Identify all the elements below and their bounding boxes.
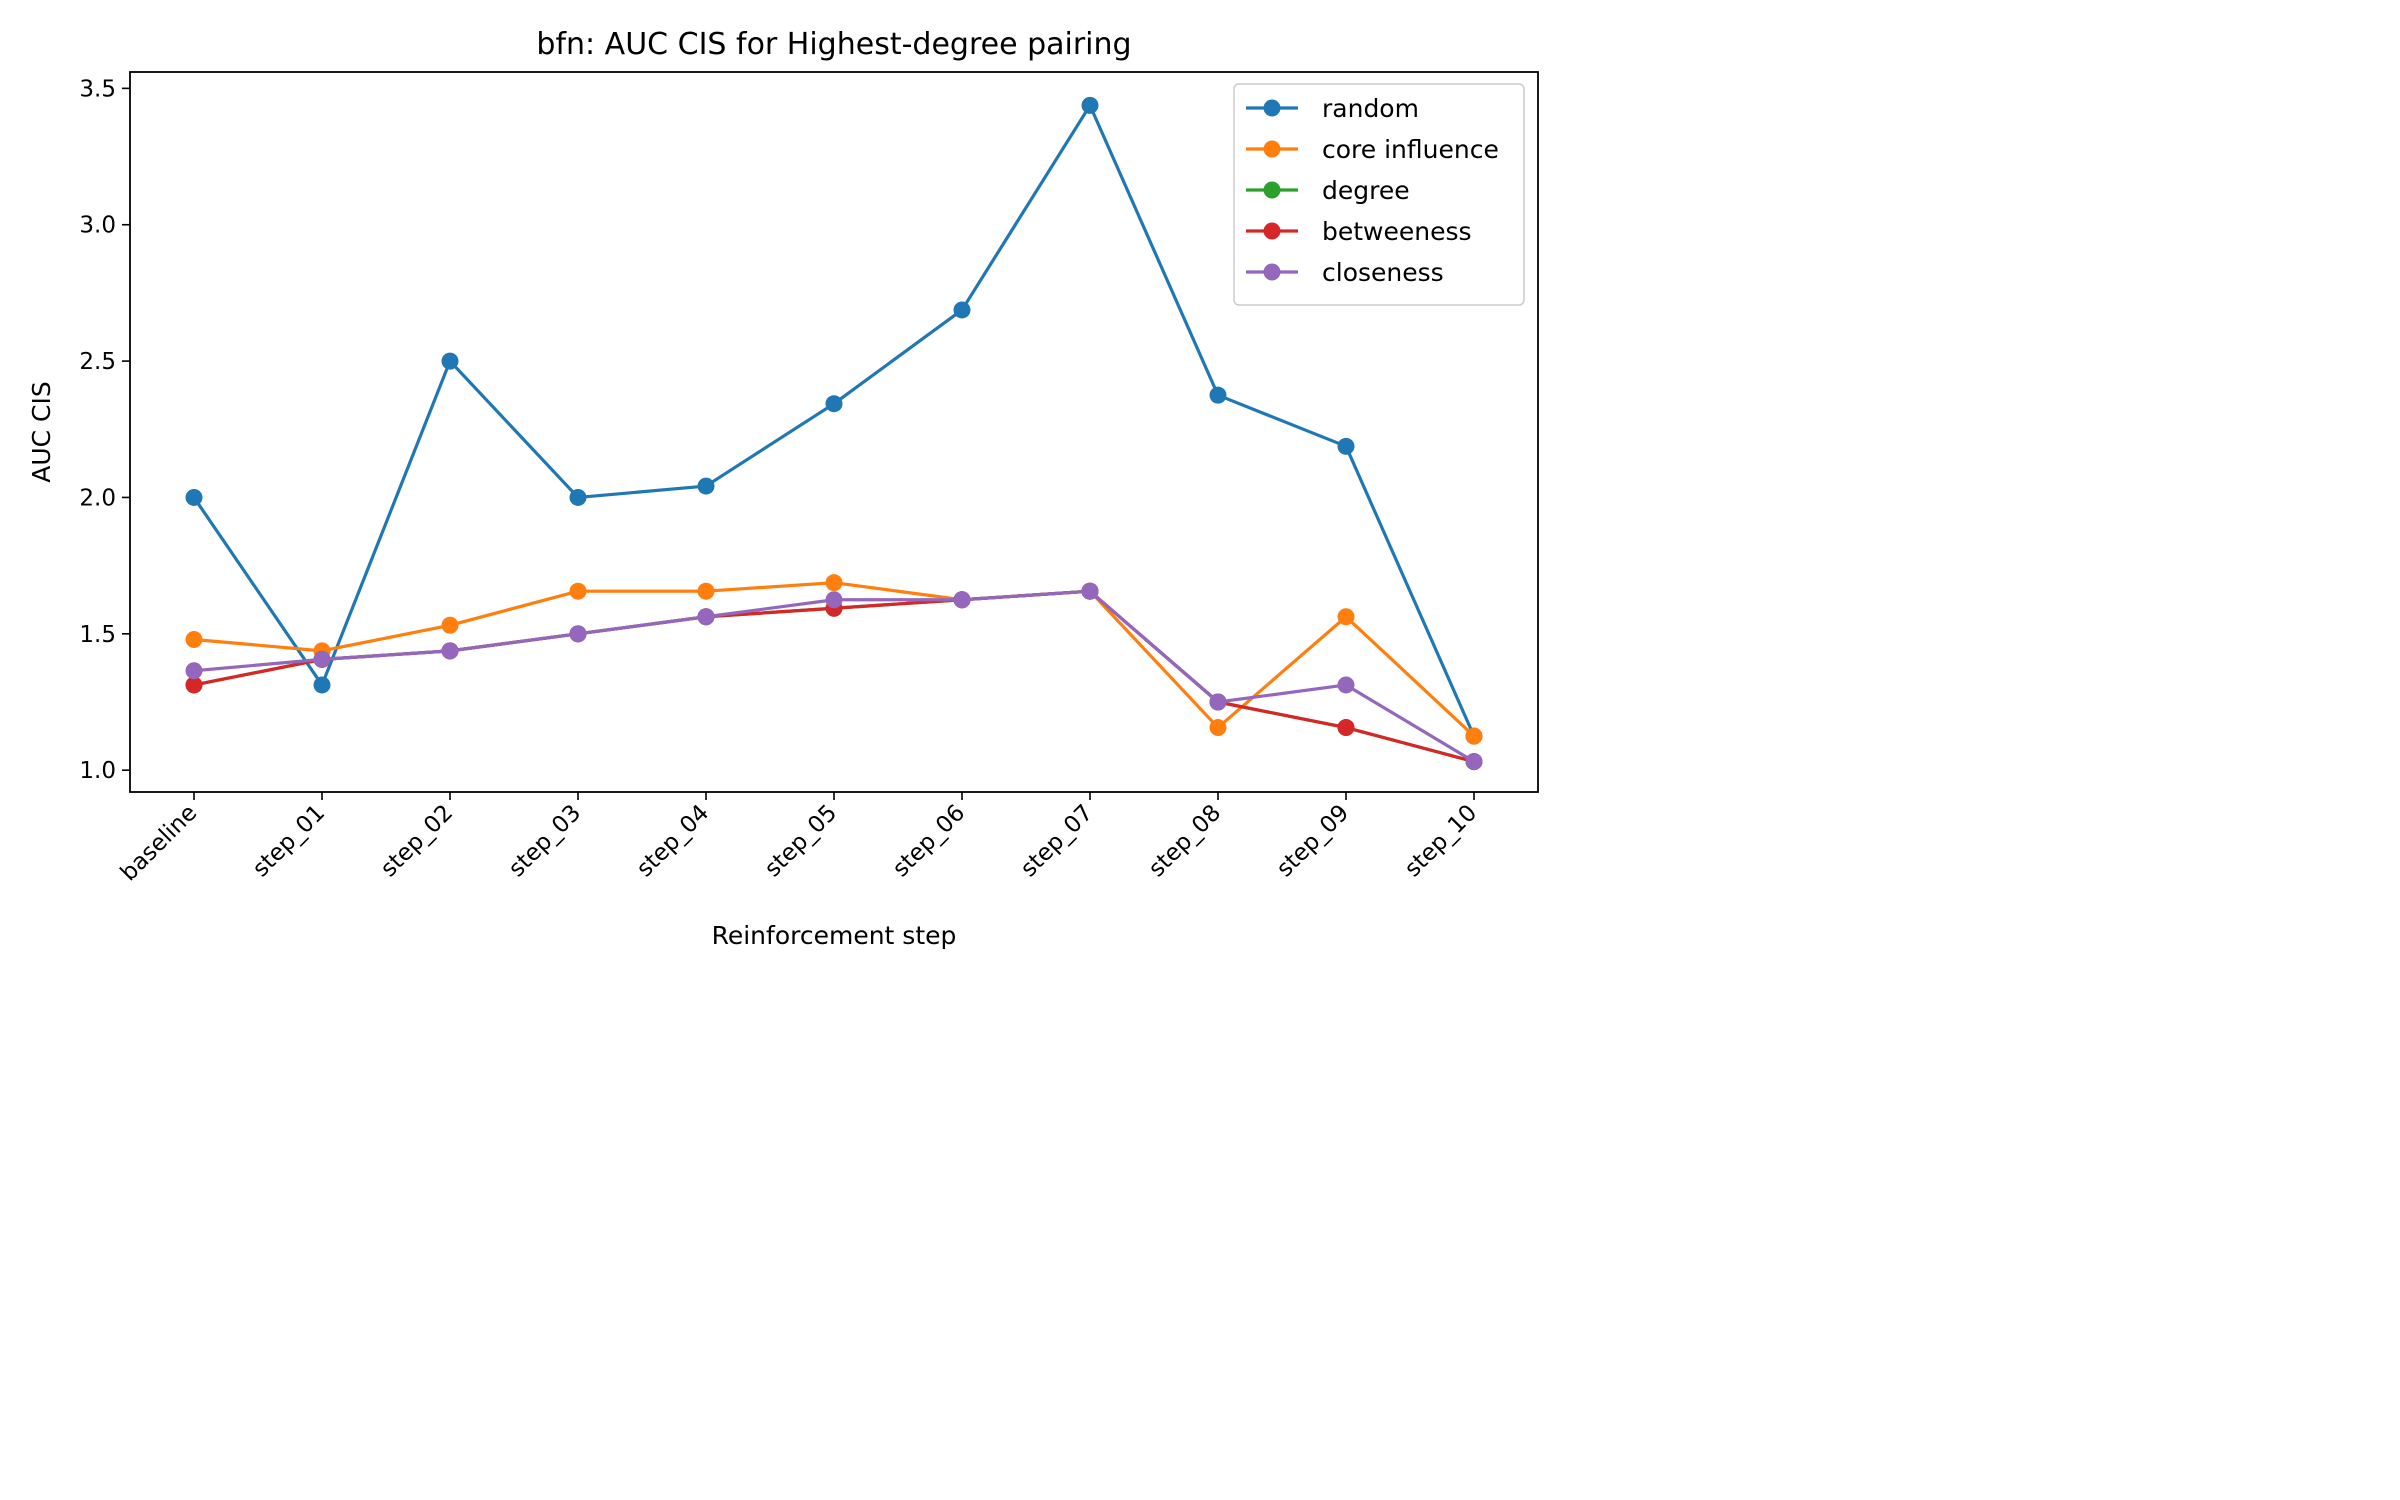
data-point xyxy=(441,616,459,634)
data-point xyxy=(697,477,715,495)
chart-root: bfn: AUC CIS for Highest-degree pairing … xyxy=(0,0,1568,980)
data-point xyxy=(1209,386,1227,404)
legend: random core influence degree betweeness clos… xyxy=(1233,83,1525,306)
data-point xyxy=(953,301,971,319)
legend-marker xyxy=(1263,181,1281,199)
series-random xyxy=(185,96,1483,745)
plot-area: 1.0 1.5 2.0 2.5 3.0 3.5 baseline step_01 step_02… xyxy=(79,71,1539,887)
series-line xyxy=(192,589,1476,764)
x-tick-label: step_07 xyxy=(1016,800,1098,882)
data-point xyxy=(569,582,587,600)
data-point xyxy=(697,608,715,626)
x-axis-label: Reinforcement step xyxy=(712,921,957,950)
y-tick-label: 2.0 xyxy=(79,485,116,511)
y-axis-label: AUC CIS xyxy=(27,381,56,483)
x-tick-label: step_10 xyxy=(1400,800,1482,882)
y-tick-label: 3.0 xyxy=(79,213,116,239)
data-point xyxy=(1337,437,1355,455)
x-tick-label: step_01 xyxy=(248,800,330,882)
legend-label: closeness xyxy=(1322,258,1444,287)
y-tick-label: 2.5 xyxy=(79,349,116,375)
data-point xyxy=(1209,693,1227,711)
x-tick-label: step_04 xyxy=(632,800,714,882)
x-tick-label: step_08 xyxy=(1144,800,1226,882)
data-point xyxy=(185,488,203,506)
x-tick-label: baseline xyxy=(116,800,203,887)
y-tick-label: 1.0 xyxy=(79,758,116,784)
data-point xyxy=(569,625,587,643)
x-tick-label: step_03 xyxy=(504,800,586,882)
data-point xyxy=(185,676,203,694)
data-point xyxy=(697,582,715,600)
series-betweeness xyxy=(185,582,1483,771)
data-point xyxy=(1209,719,1227,737)
legend-marker xyxy=(1263,263,1281,281)
data-point xyxy=(441,642,459,660)
legend-label: core influence xyxy=(1322,135,1499,164)
data-point xyxy=(825,574,843,592)
y-tick-label: 1.5 xyxy=(79,622,116,648)
series-line xyxy=(192,589,1476,764)
legend-box xyxy=(1233,83,1525,306)
legend-label: betweeness xyxy=(1322,217,1472,246)
legend-label: degree xyxy=(1322,176,1410,205)
line-chart: bfn: AUC CIS for Highest-degree pairing … xyxy=(27,27,1539,950)
x-tick-label: step_02 xyxy=(376,800,458,882)
data-point xyxy=(1465,727,1483,745)
legend-marker xyxy=(1263,222,1281,240)
data-point xyxy=(185,662,203,680)
data-point xyxy=(313,676,331,694)
data-point xyxy=(1337,676,1355,694)
series-closeness xyxy=(185,582,1483,771)
legend-marker xyxy=(1263,99,1281,117)
data-point xyxy=(1465,753,1483,771)
y-tick-label: 3.5 xyxy=(79,76,116,102)
x-tick-label: step_09 xyxy=(1272,800,1354,882)
data-point xyxy=(1337,719,1355,737)
x-tick-label: step_06 xyxy=(888,800,970,882)
legend-marker xyxy=(1263,140,1281,158)
data-point xyxy=(1081,582,1099,600)
data-point xyxy=(953,591,971,609)
chart-title: bfn: AUC CIS for Highest-degree pairing xyxy=(536,27,1131,62)
data-point xyxy=(1081,96,1099,114)
data-point xyxy=(825,591,843,609)
data-point xyxy=(313,650,331,668)
data-point xyxy=(441,352,459,370)
legend-label: random xyxy=(1322,94,1419,123)
x-tick-label: step_05 xyxy=(760,800,842,882)
data-point xyxy=(1337,608,1355,626)
data-point xyxy=(569,488,587,506)
series-line xyxy=(192,589,1476,764)
data-point xyxy=(825,395,843,413)
data-point xyxy=(185,630,203,648)
